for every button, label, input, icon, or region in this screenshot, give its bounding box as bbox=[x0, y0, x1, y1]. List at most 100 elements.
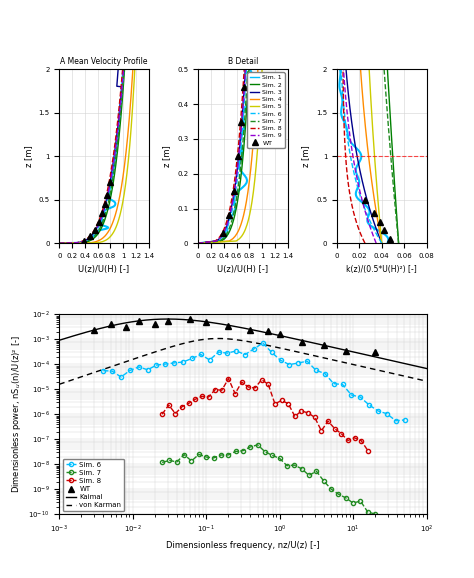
Sim. 6 bbox=[340, 381, 346, 388]
Text: A Mean Velocity Profile: A Mean Velocity Profile bbox=[60, 57, 148, 66]
Sim. 6 bbox=[278, 357, 283, 364]
Sim. 8 bbox=[358, 437, 364, 444]
Sim. 8 bbox=[199, 393, 205, 400]
von Karman bbox=[215, 335, 221, 342]
Sim. 8 bbox=[246, 384, 251, 391]
Sim. 6 bbox=[260, 339, 265, 346]
WT bbox=[187, 316, 193, 323]
Sim. 7 bbox=[211, 454, 217, 461]
Sim. 8 bbox=[272, 401, 278, 407]
Sim. 8 bbox=[365, 447, 371, 454]
X-axis label: k(z)/(0.5*U(H)²) [-]: k(z)/(0.5*U(H)²) [-] bbox=[346, 265, 417, 273]
Kaimal bbox=[154, 316, 160, 323]
Sim. 6 bbox=[163, 361, 168, 368]
Sim. 6 bbox=[402, 417, 408, 424]
Text: B Detail: B Detail bbox=[228, 57, 258, 66]
Sim. 6 bbox=[233, 347, 239, 354]
Sim. 7 bbox=[203, 454, 209, 461]
WT bbox=[321, 341, 327, 348]
Sim. 8 bbox=[312, 414, 318, 421]
Sim. 8 bbox=[166, 402, 172, 409]
Sim. 8 bbox=[159, 411, 165, 418]
Sim. 8 bbox=[292, 413, 298, 420]
Sim. 6 bbox=[216, 349, 221, 355]
WT bbox=[136, 317, 141, 324]
WT bbox=[123, 324, 128, 331]
WT bbox=[265, 328, 271, 335]
Sim. 8 bbox=[279, 397, 284, 404]
WT bbox=[277, 331, 283, 338]
Sim. 8 bbox=[259, 376, 264, 383]
Sim. 7 bbox=[365, 509, 371, 516]
Sim. 6 bbox=[100, 367, 106, 374]
Sim. 7 bbox=[182, 451, 187, 458]
Sim. 6 bbox=[393, 417, 399, 424]
Y-axis label: z [m]: z [m] bbox=[301, 146, 310, 167]
Sim. 6 bbox=[287, 361, 292, 368]
Sim. 8 bbox=[325, 417, 331, 424]
Sim. 6 bbox=[251, 346, 257, 353]
WT bbox=[226, 323, 231, 329]
Sim. 7 bbox=[277, 455, 283, 462]
Sim. 7 bbox=[247, 443, 253, 450]
Sim. 7 bbox=[314, 468, 319, 475]
von Karman bbox=[71, 376, 77, 383]
Sim. 7 bbox=[328, 486, 334, 492]
WT bbox=[165, 317, 171, 324]
Sim. 8 bbox=[252, 384, 258, 391]
Sim. 7 bbox=[336, 491, 341, 498]
Sim. 7 bbox=[343, 494, 349, 501]
Sim. 8 bbox=[226, 375, 231, 382]
Sim. 7 bbox=[321, 477, 327, 484]
Sim. 7 bbox=[226, 451, 231, 458]
Kaimal bbox=[394, 358, 400, 365]
WT bbox=[373, 348, 378, 355]
Sim. 6 bbox=[357, 394, 363, 401]
Sim. 8 bbox=[206, 394, 211, 401]
Sim. 7 bbox=[350, 499, 356, 506]
Sim. 6 bbox=[242, 351, 248, 358]
von Karman bbox=[56, 381, 62, 388]
Legend: Sim. 1, Sim. 2, Sim. 3, Sim. 4, Sim. 5, Sim. 6, Sim. 7, Sim. 8, Sim. 9, WT: Sim. 1, Sim. 2, Sim. 3, Sim. 4, Sim. 5, … bbox=[247, 72, 284, 148]
Sim. 6 bbox=[145, 366, 150, 373]
WT bbox=[108, 321, 113, 328]
von Karman bbox=[125, 358, 130, 365]
Sim. 6 bbox=[154, 362, 159, 369]
Sim. 8 bbox=[299, 407, 304, 414]
WT bbox=[152, 320, 158, 327]
Kaimal bbox=[56, 337, 62, 344]
Sim. 7 bbox=[270, 452, 275, 459]
Line: Sim. 7: Sim. 7 bbox=[160, 443, 377, 516]
Sim. 6 bbox=[198, 351, 204, 358]
Sim. 7 bbox=[196, 451, 202, 458]
Kaimal bbox=[79, 330, 84, 337]
Sim. 7 bbox=[174, 458, 180, 465]
Sim. 6 bbox=[322, 370, 328, 377]
Kaimal bbox=[165, 316, 171, 323]
Line: Kaimal: Kaimal bbox=[59, 319, 427, 369]
Sim. 7 bbox=[284, 462, 290, 469]
X-axis label: Dimensionless frequency, nz/U(z) [-]: Dimensionless frequency, nz/U(z) [-] bbox=[166, 541, 320, 550]
Sim. 7 bbox=[373, 510, 378, 517]
Sim. 6 bbox=[207, 357, 212, 364]
Line: WT: WT bbox=[91, 316, 378, 354]
Sim. 8 bbox=[305, 409, 311, 416]
Sim. 6 bbox=[366, 402, 372, 409]
Line: Sim. 8: Sim. 8 bbox=[160, 376, 370, 453]
Sim. 6 bbox=[136, 364, 142, 370]
Sim. 6 bbox=[189, 355, 195, 362]
WT bbox=[247, 327, 253, 334]
Sim. 6 bbox=[331, 380, 337, 387]
Sim. 8 bbox=[332, 425, 337, 432]
Sim. 8 bbox=[319, 427, 324, 434]
Sim. 7 bbox=[255, 442, 261, 449]
von Karman bbox=[424, 377, 429, 384]
Sim. 8 bbox=[232, 390, 238, 397]
Sim. 8 bbox=[219, 387, 225, 394]
Sim. 6 bbox=[225, 350, 230, 357]
WT bbox=[91, 327, 97, 334]
X-axis label: U(z)/U(H) [-]: U(z)/U(H) [-] bbox=[79, 265, 129, 273]
Line: von Karman: von Karman bbox=[59, 339, 427, 384]
Sim. 7 bbox=[233, 448, 238, 455]
Sim. 8 bbox=[186, 400, 191, 407]
